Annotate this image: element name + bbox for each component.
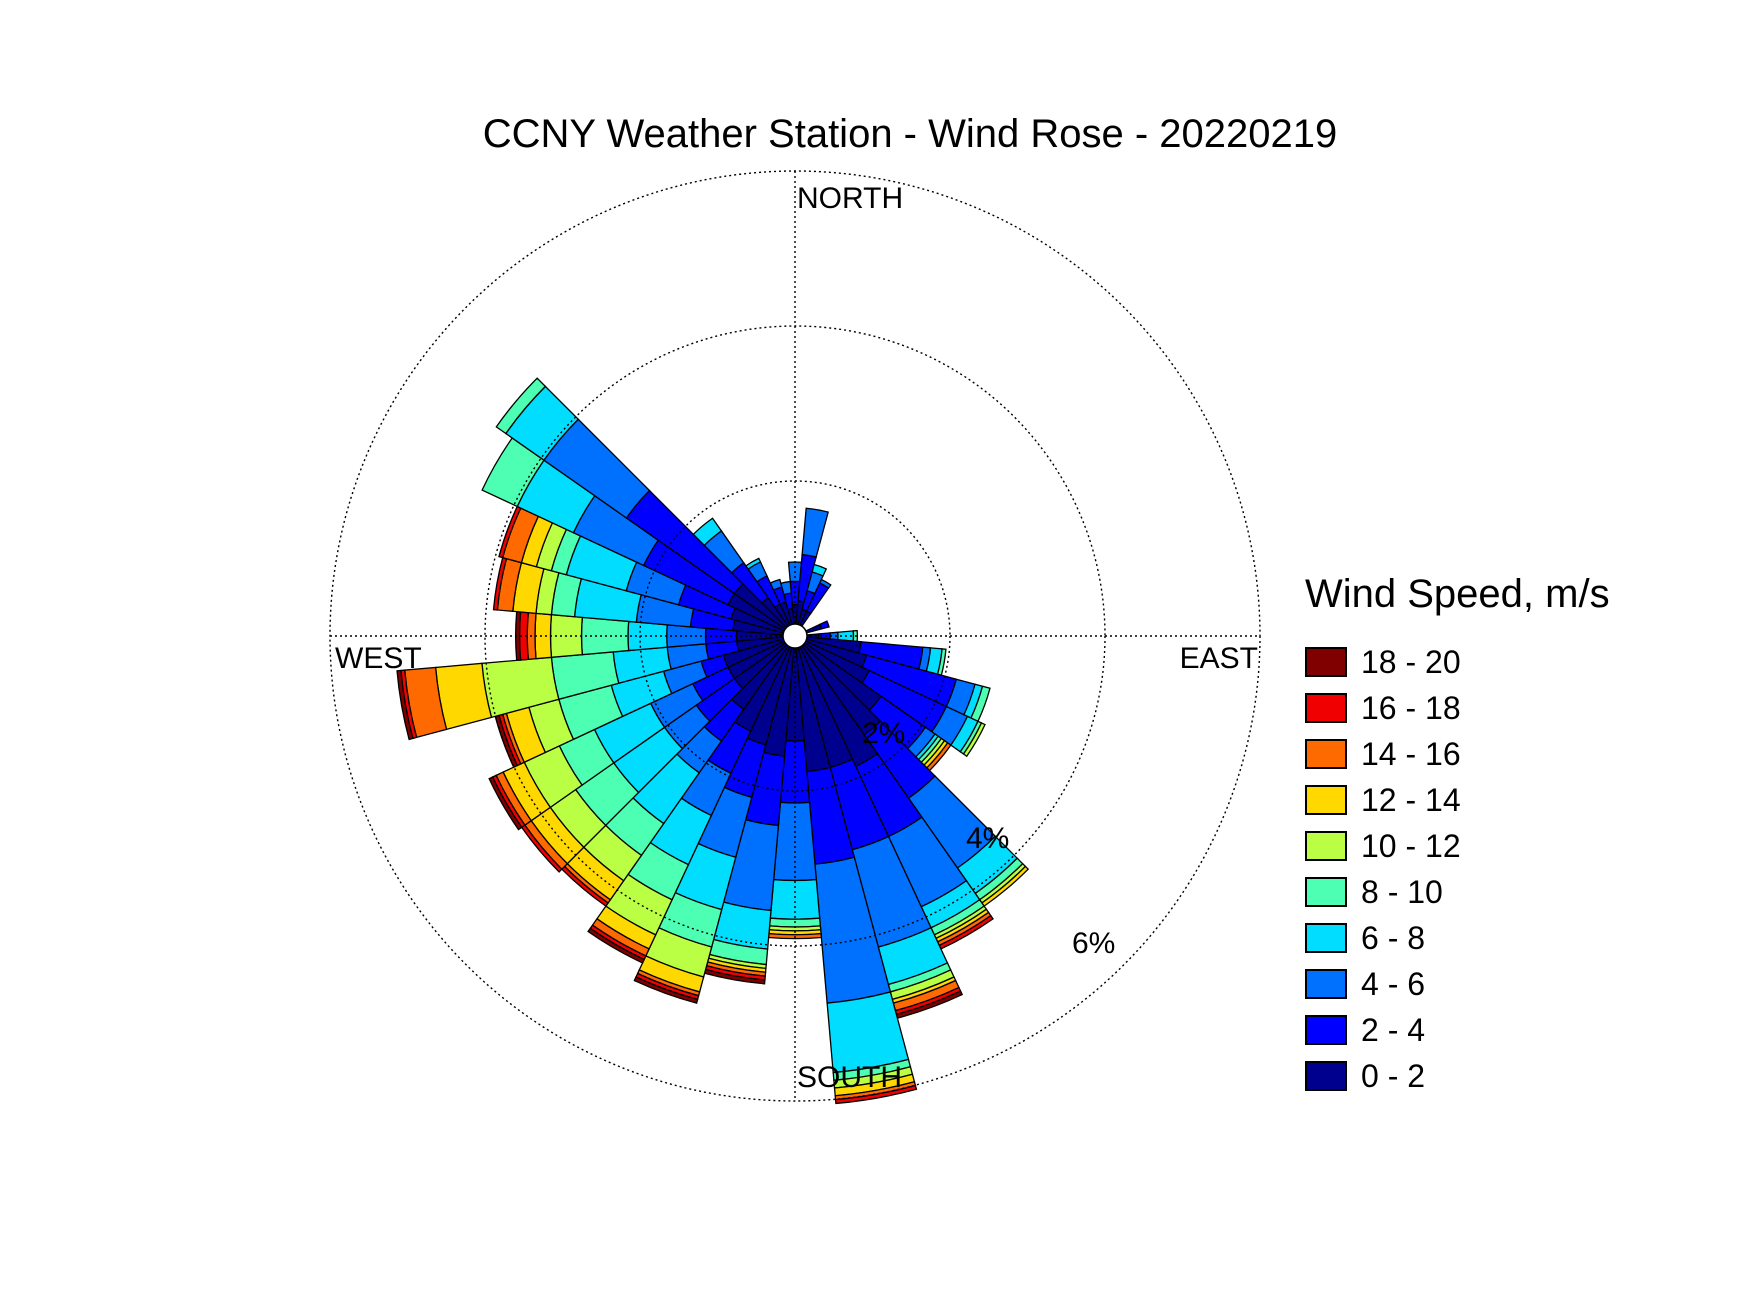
rose-segment-240-bin-9	[488, 776, 523, 831]
legend-label: 16 - 18	[1361, 689, 1461, 726]
legend-label: 14 - 16	[1361, 735, 1461, 772]
rose-segment-260-bin-9	[396, 669, 414, 741]
legend-swatch	[1305, 1061, 1347, 1091]
rose-sectors	[396, 377, 1030, 1105]
rose-segment-210-bin-9	[587, 927, 646, 964]
rose-segment-20-bin-3	[811, 563, 828, 577]
legend-label: 8 - 10	[1361, 873, 1443, 910]
rose-segment-310-bin-4	[495, 377, 547, 435]
center-hole	[782, 623, 808, 649]
legend-entry: 6 - 8	[1305, 915, 1610, 961]
legend-label: 0 - 2	[1361, 1057, 1426, 1094]
legend-title: Wind Speed, m/s	[1305, 572, 1610, 616]
legend-label: 18 - 20	[1361, 643, 1461, 680]
legend-swatch	[1305, 923, 1347, 953]
ring-label-6: 6%	[1072, 927, 1115, 960]
legend-swatch	[1305, 969, 1347, 999]
rose-segment-180-bin-3	[769, 878, 821, 920]
polar-grid	[329, 170, 1261, 1102]
legend-entry: 12 - 14	[1305, 777, 1610, 823]
rose-segment-70-bin-1	[819, 620, 830, 630]
rose-segment-70-bin-0	[805, 623, 823, 634]
legend-label: 6 - 8	[1361, 919, 1426, 956]
legend-entries: 18 - 20 16 - 18 14 - 16 12 - 14 10 - 12 8 - 1…	[1305, 639, 1610, 1099]
ring-label-2: 2%	[862, 717, 905, 750]
legend-swatch	[1305, 877, 1347, 907]
legend-entry: 2 - 4	[1305, 1007, 1610, 1053]
legend-label: 4 - 6	[1361, 965, 1426, 1002]
west-label: WEST	[335, 642, 422, 675]
legend-entry: 16 - 18	[1305, 685, 1610, 731]
legend: Wind Speed, m/s 18 - 20 16 - 18 14 - 16 12 …	[1305, 572, 1610, 1099]
legend-swatch	[1305, 831, 1347, 861]
rose-segment-330-bin-3	[744, 557, 762, 570]
legend-entry: 18 - 20	[1305, 639, 1610, 685]
legend-entry: 14 - 16	[1305, 731, 1610, 777]
legend-entry: 10 - 12	[1305, 823, 1610, 869]
rose-segment-340-bin-2	[769, 578, 783, 591]
ring-label-4: 4%	[966, 822, 1009, 855]
rose-segment-30-bin-2	[818, 578, 832, 589]
rose-segment-350-bin-2	[780, 580, 792, 596]
east-label: EAST	[1180, 642, 1258, 675]
legend-swatch	[1305, 785, 1347, 815]
legend-entry: 0 - 2	[1305, 1053, 1610, 1099]
legend-swatch	[1305, 647, 1347, 677]
legend-label: 10 - 12	[1361, 827, 1461, 864]
rose-segment-270-bin-6	[534, 612, 553, 660]
legend-entry: 8 - 10	[1305, 869, 1610, 915]
north-label: NORTH	[797, 182, 903, 215]
legend-entry: 4 - 6	[1305, 961, 1610, 1007]
legend-swatch	[1305, 1015, 1347, 1045]
rose-segment-120-bin-5	[962, 722, 986, 758]
south-label: SOUTH	[797, 1061, 902, 1094]
legend-swatch	[1305, 693, 1347, 723]
legend-label: 12 - 14	[1361, 781, 1461, 818]
rose-segment-200-bin-9	[633, 976, 699, 1004]
wind-rose-plot: NORTH SOUTH EAST WEST 2% 4% 6%	[329, 170, 1261, 1105]
rose-segment-320-bin-3	[692, 517, 723, 547]
legend-swatch	[1305, 739, 1347, 769]
legend-label: 2 - 4	[1361, 1011, 1426, 1048]
rose-segment-10-bin-2	[801, 507, 829, 558]
chart-title: CCNY Weather Station - Wind Rose - 20220…	[482, 112, 1338, 156]
